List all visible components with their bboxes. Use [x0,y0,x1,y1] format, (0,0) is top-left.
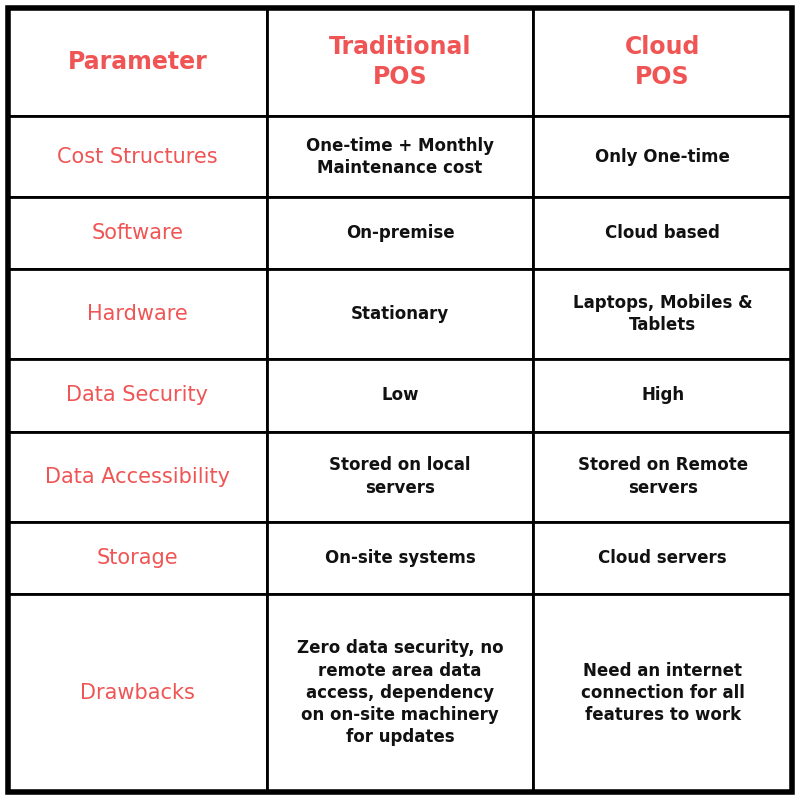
Text: One-time + Monthly
Maintenance cost: One-time + Monthly Maintenance cost [306,137,494,177]
Bar [266,116,534,198]
Bar [534,594,792,792]
Text: On-site systems: On-site systems [325,549,475,566]
Text: Low: Low [382,386,418,405]
Bar [8,522,266,594]
Text: Software: Software [91,223,183,243]
Bar [8,270,266,359]
Text: Traditional
POS: Traditional POS [329,35,471,89]
Text: High: High [641,386,684,405]
Bar [8,594,266,792]
Text: Stored on local
servers: Stored on local servers [330,457,470,497]
Bar [534,359,792,431]
Text: On-premise: On-premise [346,224,454,242]
Bar [8,198,266,270]
Text: Parameter: Parameter [67,50,207,74]
Text: Cloud based: Cloud based [606,224,720,242]
Bar [534,270,792,359]
Text: Data Security: Data Security [66,386,208,406]
Bar [8,116,266,198]
Bar [266,8,534,116]
Bar [266,359,534,431]
Bar [266,270,534,359]
Text: Hardware: Hardware [87,304,188,324]
Bar [266,594,534,792]
Text: Data Accessibility: Data Accessibility [45,466,230,486]
Text: Stationary: Stationary [351,306,449,323]
Text: Storage: Storage [97,548,178,568]
Text: Laptops, Mobiles &
Tablets: Laptops, Mobiles & Tablets [573,294,753,334]
Bar [534,431,792,522]
Bar [534,522,792,594]
Text: Drawbacks: Drawbacks [80,683,194,703]
Bar [534,198,792,270]
Bar [266,198,534,270]
Bar [266,431,534,522]
Bar [8,431,266,522]
Bar [534,116,792,198]
Text: Cloud servers: Cloud servers [598,549,727,566]
Bar [266,522,534,594]
Text: Stored on Remote
servers: Stored on Remote servers [578,457,748,497]
Bar [8,8,266,116]
Bar [534,8,792,116]
Text: Cost Structures: Cost Structures [57,146,218,166]
Bar [8,359,266,431]
Text: Zero data security, no
remote area data
access, dependency
on on-site machinery
: Zero data security, no remote area data … [297,639,503,746]
Text: Cloud
POS: Cloud POS [625,35,700,89]
Text: Only One-time: Only One-time [595,148,730,166]
Text: Need an internet
connection for all
features to work: Need an internet connection for all feat… [581,662,745,724]
